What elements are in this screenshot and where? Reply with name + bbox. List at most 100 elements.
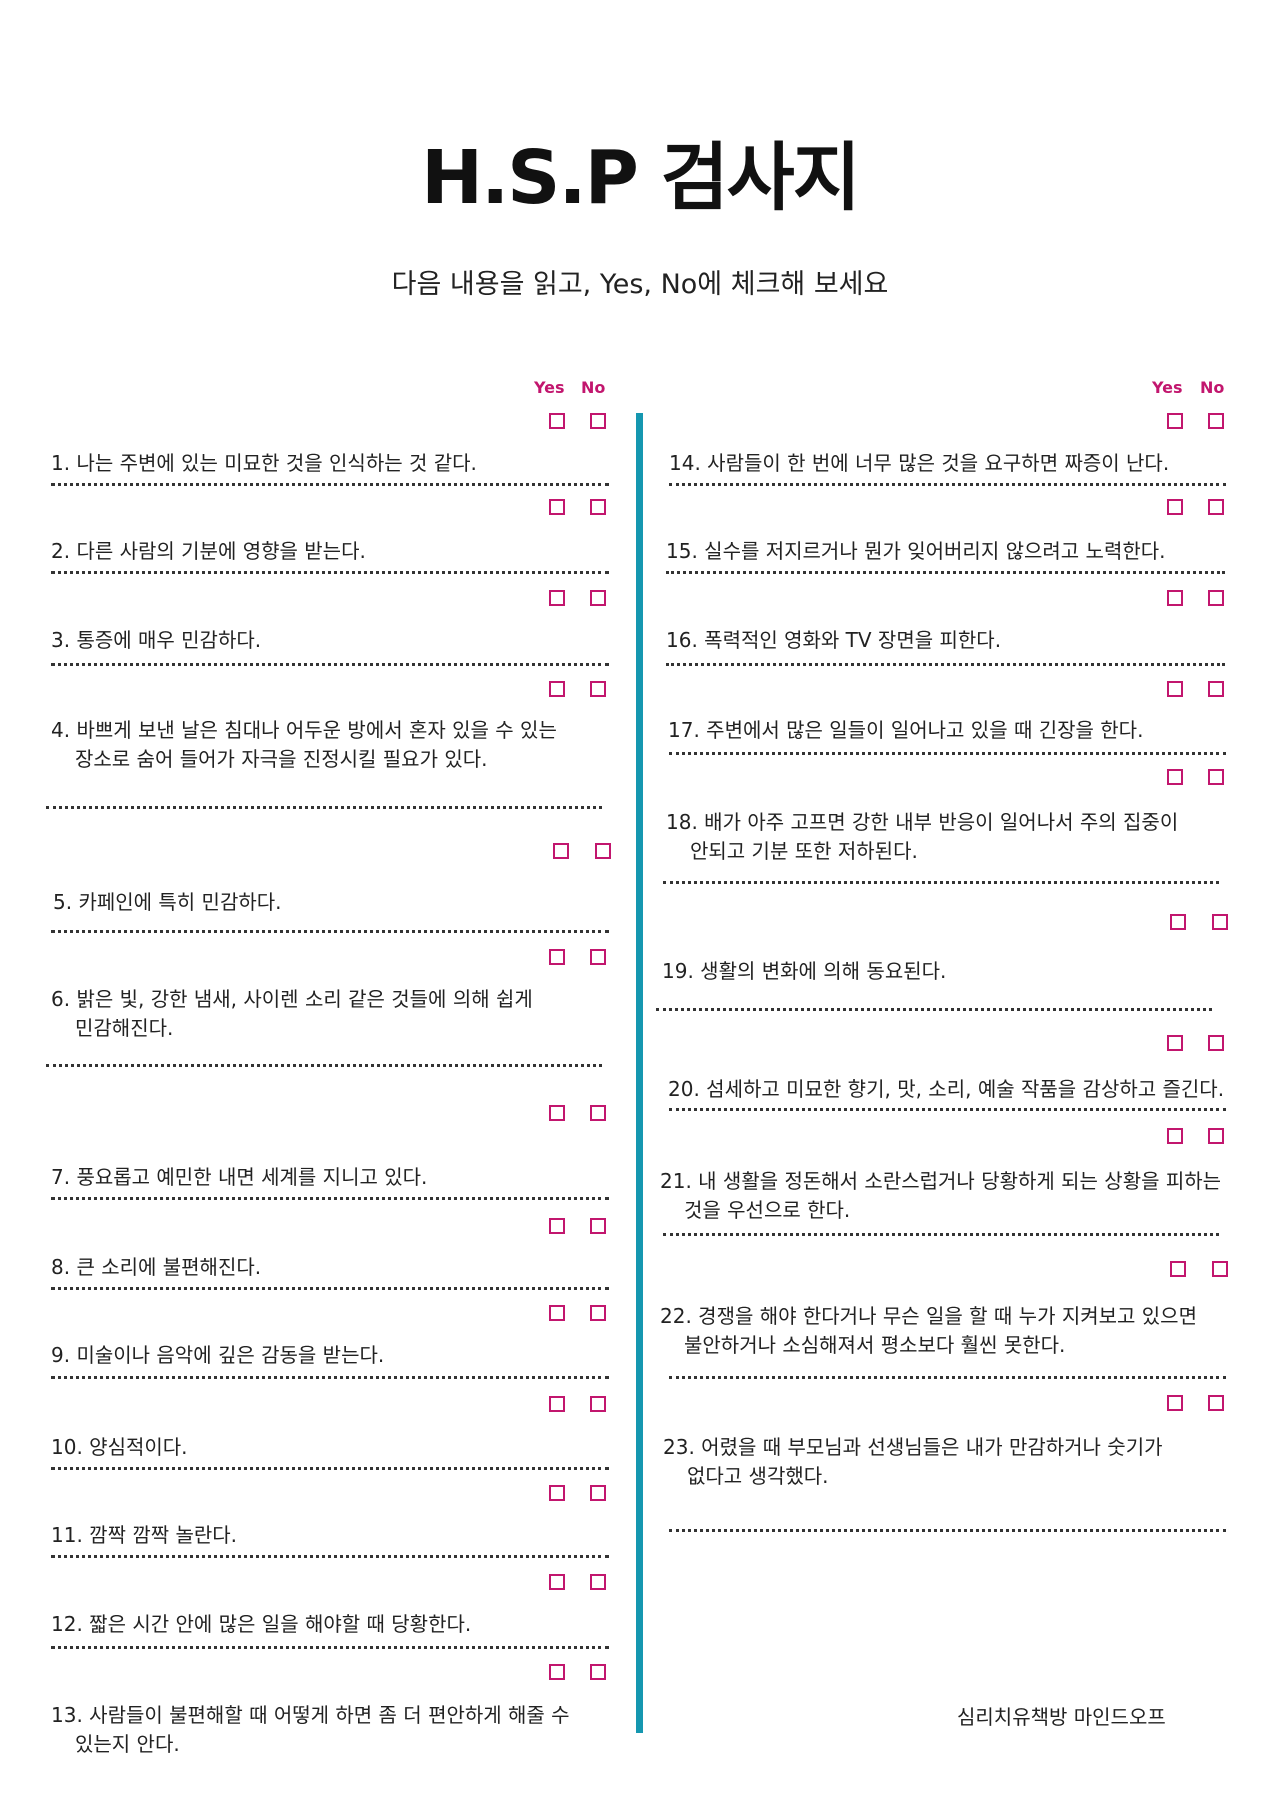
yes-checkbox-q2[interactable] <box>549 499 565 515</box>
yes-checkbox-q16[interactable] <box>1167 590 1183 606</box>
no-checkbox-q4[interactable] <box>590 681 606 697</box>
question-line: 7. 풍요롭고 예민한 내면 세계를 지니고 있다. <box>51 1165 428 1189</box>
answer-line-q22 <box>669 1376 1226 1379</box>
question-text-q21: 21. 내 생활을 정돈해서 소란스럽거나 당황하게 되는 상황을 피하는 것을 … <box>660 1167 1221 1225</box>
yes-checkbox-q18[interactable] <box>1167 769 1183 785</box>
no-checkbox-q13[interactable] <box>590 1664 606 1680</box>
no-checkbox-q19[interactable] <box>1212 914 1228 930</box>
question-line: 17. 주변에서 많은 일들이 일어나고 있을 때 긴장을 한다. <box>668 718 1144 742</box>
question-text-q6: 6. 밝은 빛, 강한 냄새, 사이렌 소리 같은 것들에 의해 쉽게 민감해진다… <box>51 985 533 1043</box>
answer-line-q3 <box>51 663 609 666</box>
question-line: 23. 어렸을 때 부모님과 선생님들은 내가 만감하거나 숫기가 <box>663 1435 1163 1459</box>
answer-line-q17 <box>669 752 1226 755</box>
yes-checkbox-q10[interactable] <box>549 1396 565 1412</box>
page-title: H.S.P 검사지 <box>421 135 861 221</box>
no-header-right: No <box>1200 378 1225 397</box>
question-line-continued: 안되고 기분 또한 저하된다. <box>690 839 918 863</box>
question-text-q10: 10. 양심적이다. <box>51 1433 188 1462</box>
yes-checkbox-q12[interactable] <box>549 1574 565 1590</box>
answer-line-q19 <box>656 1008 1212 1011</box>
no-checkbox-q7[interactable] <box>590 1105 606 1121</box>
question-line: 22. 경쟁을 해야 한다거나 무슨 일을 할 때 누가 지켜보고 있으면 <box>660 1304 1197 1328</box>
no-checkbox-q22[interactable] <box>1212 1261 1228 1277</box>
question-text-q8: 8. 큰 소리에 불편해진다. <box>51 1253 261 1282</box>
yes-checkbox-q23[interactable] <box>1167 1395 1183 1411</box>
answer-line-q9 <box>51 1376 609 1379</box>
question-line: 11. 깜짝 깜짝 놀란다. <box>51 1523 238 1547</box>
no-checkbox-q18[interactable] <box>1208 769 1224 785</box>
question-line: 4. 바쁘게 보낸 날은 침대나 어두운 방에서 혼자 있을 수 있는 <box>51 718 557 742</box>
yes-checkbox-q5[interactable] <box>553 843 569 859</box>
yes-checkbox-q17[interactable] <box>1167 681 1183 697</box>
yes-checkbox-q6[interactable] <box>549 949 565 965</box>
question-line: 16. 폭력적인 영화와 TV 장면을 피한다. <box>666 628 1002 652</box>
question-text-q15: 15. 실수를 저지르거나 뭔가 잊어버리지 않으려고 노력한다. <box>666 537 1166 566</box>
no-checkbox-q21[interactable] <box>1208 1128 1224 1144</box>
question-line-continued: 있는지 안다. <box>75 1732 180 1756</box>
answer-line-q2 <box>51 571 609 574</box>
question-text-q5: 5. 카페인에 특히 민감하다. <box>53 888 282 917</box>
no-checkbox-q17[interactable] <box>1208 681 1224 697</box>
answer-line-q18 <box>663 881 1219 884</box>
yes-checkbox-q21[interactable] <box>1167 1128 1183 1144</box>
yes-checkbox-q9[interactable] <box>549 1305 565 1321</box>
no-checkbox-q9[interactable] <box>590 1305 606 1321</box>
question-text-q9: 9. 미술이나 음악에 깊은 감동을 받는다. <box>51 1341 384 1370</box>
no-checkbox-q11[interactable] <box>590 1485 606 1501</box>
no-checkbox-q8[interactable] <box>590 1218 606 1234</box>
yes-checkbox-q20[interactable] <box>1167 1035 1183 1051</box>
question-line: 9. 미술이나 음악에 깊은 감동을 받는다. <box>51 1343 385 1367</box>
no-checkbox-q1[interactable] <box>590 413 606 429</box>
answer-line-q5 <box>51 930 609 933</box>
answer-line-q14 <box>669 483 1226 486</box>
question-line-continued: 민감해진다. <box>75 1016 174 1040</box>
no-checkbox-q5[interactable] <box>595 843 611 859</box>
yes-checkbox-q19[interactable] <box>1170 914 1186 930</box>
column-divider <box>636 413 643 1733</box>
yes-header-right: Yes <box>1152 378 1183 397</box>
answer-line-q12 <box>51 1646 609 1649</box>
no-checkbox-q2[interactable] <box>590 499 606 515</box>
yes-checkbox-q7[interactable] <box>549 1105 565 1121</box>
question-line: 1. 나는 주변에 있는 미묘한 것을 인식하는 것 같다. <box>51 451 477 475</box>
question-line-continued: 없다고 생각했다. <box>687 1464 829 1488</box>
no-checkbox-q20[interactable] <box>1208 1035 1224 1051</box>
yes-checkbox-q13[interactable] <box>549 1664 565 1680</box>
no-checkbox-q16[interactable] <box>1208 590 1224 606</box>
no-checkbox-q10[interactable] <box>590 1396 606 1412</box>
question-text-q14: 14. 사람들이 한 번에 너무 많은 것을 요구하면 짜증이 난다. <box>669 449 1169 478</box>
no-checkbox-q14[interactable] <box>1208 413 1224 429</box>
question-line: 2. 다른 사람의 기분에 영향을 받는다. <box>51 539 366 563</box>
question-line: 13. 사람들이 불편해할 때 어떻게 하면 좀 더 편안하게 해줄 수 <box>51 1703 570 1727</box>
yes-checkbox-q11[interactable] <box>549 1485 565 1501</box>
no-checkbox-q12[interactable] <box>590 1574 606 1590</box>
question-line-continued: 장소로 숨어 들어가 자극을 진정시킬 필요가 있다. <box>75 747 488 771</box>
no-header-left: No <box>581 378 606 397</box>
no-checkbox-q15[interactable] <box>1208 499 1224 515</box>
no-checkbox-q23[interactable] <box>1208 1395 1224 1411</box>
yes-checkbox-q15[interactable] <box>1167 499 1183 515</box>
yes-checkbox-q3[interactable] <box>549 590 565 606</box>
answer-line-q6 <box>46 1064 602 1067</box>
answer-line-q11 <box>51 1555 609 1558</box>
footer-brand: 심리치유책방 마인드오프 <box>957 1705 1166 1729</box>
question-line: 3. 통증에 매우 민감하다. <box>51 628 262 652</box>
question-line: 15. 실수를 저지르거나 뭔가 잊어버리지 않으려고 노력한다. <box>666 539 1166 563</box>
yes-checkbox-q14[interactable] <box>1167 413 1183 429</box>
instructions: 다음 내용을 읽고, Yes, No에 체크해 보세요 <box>391 269 889 300</box>
yes-checkbox-q22[interactable] <box>1170 1261 1186 1277</box>
answer-line-q8 <box>51 1287 609 1290</box>
question-text-q22: 22. 경쟁을 해야 한다거나 무슨 일을 할 때 누가 지켜보고 있으면 불안하… <box>660 1302 1197 1360</box>
question-text-q11: 11. 깜짝 깜짝 놀란다. <box>51 1521 237 1550</box>
yes-checkbox-q4[interactable] <box>549 681 565 697</box>
yes-checkbox-q1[interactable] <box>549 413 565 429</box>
no-checkbox-q6[interactable] <box>590 949 606 965</box>
yes-checkbox-q8[interactable] <box>549 1218 565 1234</box>
no-checkbox-q3[interactable] <box>590 590 606 606</box>
question-line: 14. 사람들이 한 번에 너무 많은 것을 요구하면 짜증이 난다. <box>669 451 1170 475</box>
question-line: 8. 큰 소리에 불편해진다. <box>51 1255 262 1279</box>
question-line: 18. 배가 아주 고프면 강한 내부 반응이 일어나서 주의 집중이 <box>666 810 1179 834</box>
